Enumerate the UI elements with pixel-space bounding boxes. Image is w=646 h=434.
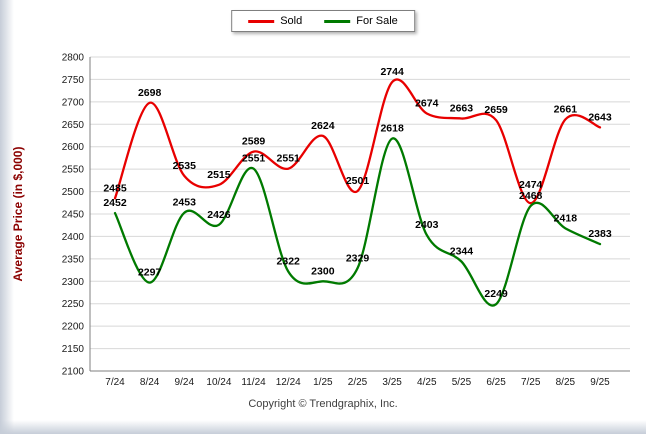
- y-tick-label: 2700: [62, 97, 85, 108]
- y-axis-title: Average Price (in $,000): [11, 147, 25, 282]
- y-tick-label: 2400: [62, 232, 85, 243]
- point-label-sold: 2661: [554, 103, 578, 115]
- x-tick-label: 7/25: [521, 377, 541, 388]
- point-label-sold: 2643: [588, 111, 612, 123]
- x-tick-label: 9/25: [590, 377, 610, 388]
- point-label-sold: 2551: [277, 153, 301, 165]
- point-label-sold: 2659: [484, 104, 508, 116]
- y-tick-label: 2350: [62, 254, 85, 265]
- legend-label-sold: Sold: [280, 15, 303, 27]
- point-label-for-sale: 2452: [103, 197, 127, 209]
- x-tick-label: 7/24: [105, 377, 125, 388]
- y-tick-label: 2500: [62, 187, 85, 198]
- point-label-for-sale: 2551: [242, 153, 266, 165]
- point-label-for-sale: 2426: [207, 209, 231, 221]
- point-label-for-sale: 2453: [173, 197, 197, 209]
- x-tick-label: 8/25: [556, 377, 576, 388]
- point-label-for-sale: 2383: [588, 228, 612, 240]
- y-tick-label: 2650: [62, 120, 85, 131]
- y-tick-label: 2450: [62, 210, 85, 221]
- legend-item-sold: Sold: [248, 15, 302, 27]
- sold-line-swatch: [248, 19, 275, 23]
- point-label-for-sale: 2344: [450, 246, 474, 258]
- x-tick-label: 4/25: [417, 377, 437, 388]
- point-label-for-sale: 2418: [554, 212, 578, 224]
- x-tick-label: 5/25: [452, 377, 472, 388]
- y-tick-label: 2800: [62, 53, 85, 64]
- copyright-text: Copyright © Trendgraphix, Inc.: [248, 398, 398, 410]
- x-tick-label: 11/24: [241, 377, 266, 388]
- average-price-line-chart: Average Price (in $,000) 2100 2150 2200 225…: [11, 53, 630, 388]
- y-tick-label: 2100: [62, 367, 85, 378]
- y-tick-label: 2750: [62, 75, 85, 86]
- series-line-for-sale: [113, 137, 602, 307]
- y-tick-label: 2250: [62, 299, 85, 310]
- point-label-for-sale: 2322: [277, 255, 301, 267]
- point-label-for-sale: 2329: [346, 252, 370, 264]
- point-label-for-sale: 2403: [415, 219, 439, 231]
- point-label-for-sale: 2618: [380, 123, 404, 135]
- point-label-sold: 2624: [311, 120, 335, 132]
- y-tick-label: 2600: [62, 142, 85, 153]
- point-label-sold: 2589: [242, 136, 266, 148]
- point-label-sold: 2515: [207, 169, 231, 181]
- point-label-for-sale: 2468: [519, 190, 543, 202]
- for-sale-line-swatch: [324, 19, 351, 23]
- y-tick-label: 2300: [62, 277, 85, 288]
- point-label-sold: 2674: [415, 98, 439, 110]
- x-tick-label: 10/24: [206, 377, 231, 388]
- legend-label-for-sale: For Sale: [356, 15, 398, 27]
- point-label-for-sale: 2300: [311, 265, 335, 277]
- y-tick-label: 2150: [62, 344, 85, 355]
- chart-legend: Sold For Sale: [231, 10, 415, 32]
- x-tick-label: 6/25: [486, 377, 506, 388]
- point-label-sold: 2535: [173, 160, 197, 172]
- x-tick-label: 2/25: [348, 377, 368, 388]
- point-label-sold: 2744: [380, 66, 404, 78]
- series-line-sold: [113, 78, 602, 205]
- point-label-sold: 2501: [346, 175, 370, 187]
- x-tick-label: 1/25: [313, 377, 333, 388]
- x-tick-label: 8/24: [140, 377, 160, 388]
- x-tick-label: 3/25: [382, 377, 402, 388]
- y-tick-label: 2550: [62, 165, 85, 176]
- legend-item-for-sale: For Sale: [324, 15, 398, 27]
- point-label-for-sale: 2297: [138, 267, 162, 279]
- y-tick-label: 2200: [62, 322, 85, 333]
- point-label-sold: 2663: [450, 102, 474, 114]
- point-label-sold: 2474: [519, 179, 543, 191]
- point-label-sold: 2485: [103, 182, 127, 194]
- x-tick-label: 12/24: [276, 377, 301, 388]
- point-label-for-sale: 2249: [484, 288, 508, 300]
- point-label-sold: 2698: [138, 87, 162, 99]
- x-tick-label: 9/24: [175, 377, 195, 388]
